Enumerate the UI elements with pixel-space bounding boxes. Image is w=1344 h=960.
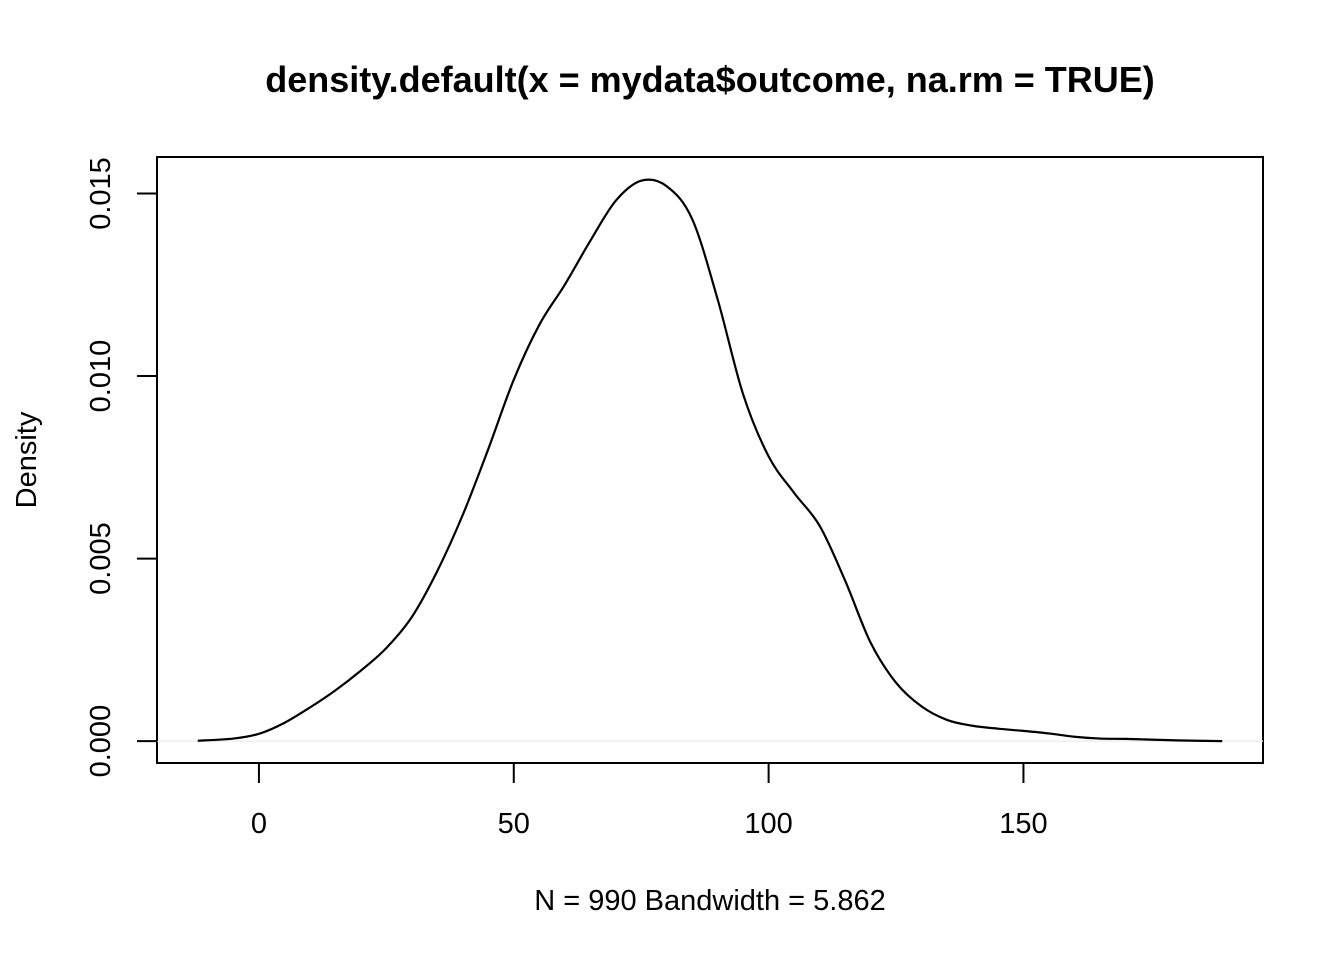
- x-axis-title: N = 990 Bandwidth = 5.862: [534, 885, 885, 917]
- x-tick-label: 0: [251, 808, 267, 840]
- y-axis: 0.000 0.005 0.010 0.015: [85, 157, 158, 778]
- x-tick-label: 50: [498, 808, 530, 840]
- y-tick-label: 0.000: [85, 705, 117, 778]
- x-tick-label: 150: [999, 808, 1047, 840]
- y-tick-label: 0.010: [85, 340, 117, 413]
- chart-title: density.default(x = mydata$outcome, na.r…: [265, 59, 1155, 100]
- x-tick-label: 100: [744, 808, 792, 840]
- y-tick-label: 0.015: [85, 157, 117, 230]
- y-tick-label: 0.005: [85, 522, 117, 595]
- density-curve: [197, 178, 1223, 743]
- plot-frame: [156, 156, 1264, 764]
- x-axis: 0 50 100 150: [251, 762, 1048, 840]
- y-axis-title: Density: [11, 411, 43, 508]
